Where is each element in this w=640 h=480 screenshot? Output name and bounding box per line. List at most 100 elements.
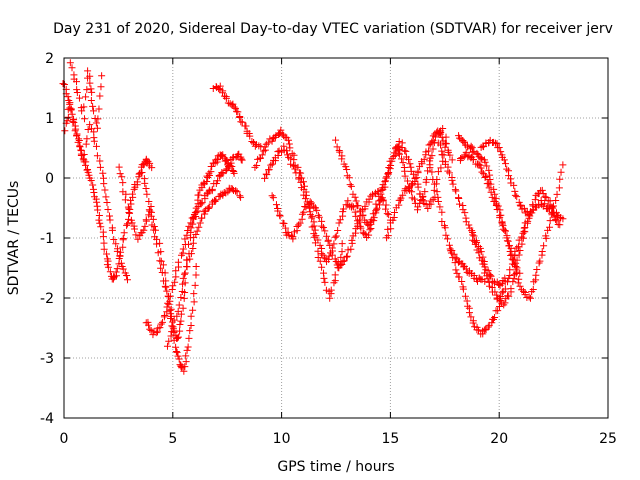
- data-point: [502, 160, 510, 168]
- series-track-6: [142, 150, 246, 339]
- data-point: [158, 268, 166, 276]
- data-point: [269, 194, 277, 202]
- data-point: [92, 119, 100, 127]
- data-point: [395, 150, 403, 158]
- data-point: [339, 205, 347, 213]
- data-point: [518, 233, 526, 241]
- y-tick-label: 2: [45, 51, 54, 67]
- data-point: [507, 252, 515, 260]
- data-point: [459, 206, 467, 214]
- data-point: [166, 297, 174, 305]
- data-point: [501, 227, 509, 235]
- data-point: [333, 143, 341, 151]
- data-point: [538, 186, 546, 194]
- data-point: [314, 211, 322, 219]
- data-point: [541, 200, 549, 208]
- data-point: [70, 119, 78, 127]
- data-point: [553, 190, 561, 198]
- data-point: [189, 306, 197, 314]
- data-point: [296, 219, 304, 227]
- data-point: [284, 136, 292, 144]
- data-point: [157, 320, 165, 328]
- data-point: [559, 161, 567, 169]
- data-point: [544, 226, 552, 234]
- data-point: [402, 147, 410, 155]
- data-point: [293, 223, 301, 231]
- data-point: [504, 237, 512, 245]
- data-point: [452, 254, 460, 262]
- data-point: [381, 205, 389, 213]
- data-point: [92, 142, 100, 150]
- data-point: [474, 326, 482, 334]
- data-point: [536, 257, 544, 265]
- data-point: [190, 290, 198, 298]
- data-point: [321, 278, 329, 286]
- data-point: [515, 251, 523, 259]
- data-point: [495, 143, 503, 151]
- data-point: [267, 161, 275, 169]
- data-point: [176, 327, 184, 335]
- data-point: [80, 115, 88, 123]
- data-point: [301, 195, 309, 203]
- data-point: [230, 169, 238, 177]
- data-point: [353, 222, 361, 230]
- data-point: [448, 176, 456, 184]
- data-point: [318, 250, 326, 258]
- data-point: [187, 250, 195, 258]
- series-track-11: [268, 188, 394, 272]
- data-point: [488, 193, 496, 201]
- data-point: [100, 239, 108, 247]
- data-point: [126, 209, 134, 217]
- data-point: [507, 285, 515, 293]
- series-track-2: [61, 100, 131, 284]
- data-point: [525, 293, 533, 301]
- data-point: [104, 257, 112, 265]
- data-point: [335, 219, 343, 227]
- data-point: [503, 165, 511, 173]
- data-point: [173, 348, 181, 356]
- data-point: [224, 188, 232, 196]
- data-point: [382, 201, 390, 209]
- data-point: [314, 247, 322, 255]
- data-point: [525, 210, 533, 218]
- data-point: [336, 148, 344, 156]
- data-point: [422, 176, 430, 184]
- data-point: [68, 64, 76, 72]
- data-point: [174, 333, 182, 341]
- data-point: [163, 342, 171, 350]
- data-point: [165, 337, 173, 345]
- x-tick-label: 15: [381, 431, 399, 447]
- data-point: [172, 347, 180, 355]
- data-point: [352, 212, 360, 220]
- data-point: [518, 240, 526, 248]
- data-point: [156, 239, 164, 247]
- data-point: [482, 172, 490, 180]
- data-point: [439, 125, 447, 133]
- data-point: [409, 179, 417, 187]
- data-point: [93, 124, 101, 132]
- data-point: [192, 271, 200, 279]
- data-point: [381, 183, 389, 191]
- data-point: [491, 197, 499, 205]
- data-point: [316, 241, 324, 249]
- series-track-14: [393, 125, 447, 214]
- data-point: [82, 93, 90, 101]
- data-point: [490, 315, 498, 323]
- data-point: [419, 193, 427, 201]
- data-point: [67, 106, 75, 114]
- data-point: [449, 180, 457, 188]
- data-point: [492, 201, 500, 209]
- data-point: [441, 224, 449, 232]
- data-point: [291, 165, 299, 173]
- data-point: [179, 304, 187, 312]
- data-point: [272, 201, 280, 209]
- data-point: [286, 144, 294, 152]
- data-point: [211, 197, 219, 205]
- data-point: [461, 292, 469, 300]
- data-point: [236, 192, 244, 200]
- data-point: [300, 191, 308, 199]
- data-point: [98, 72, 106, 80]
- data-point: [73, 78, 81, 86]
- series-track-13: [383, 127, 456, 242]
- data-point: [195, 223, 203, 231]
